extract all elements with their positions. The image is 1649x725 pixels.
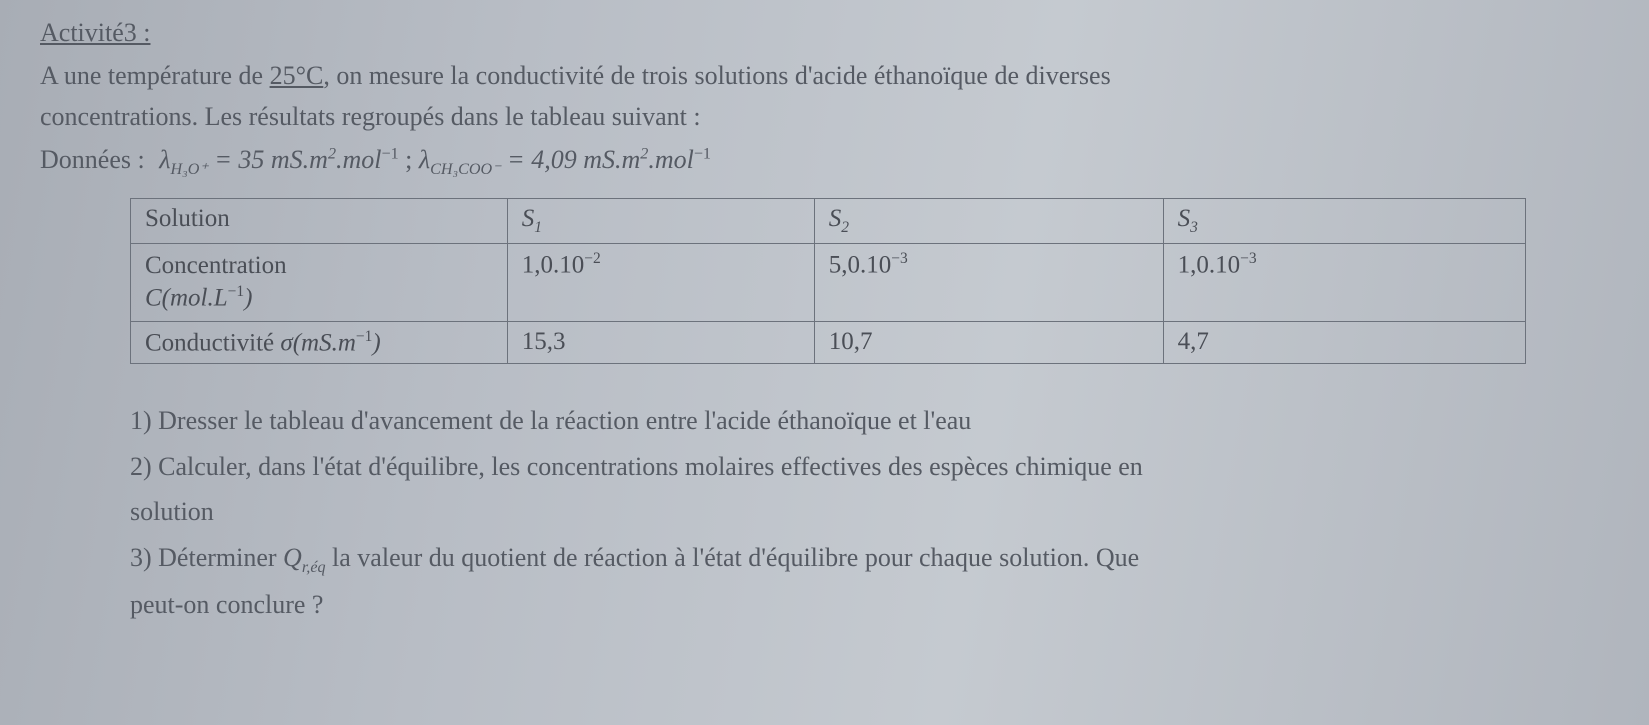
- cond-s3: 4,7: [1163, 321, 1526, 363]
- c3-val: 1,0.10: [1178, 251, 1241, 278]
- c2-sup: −3: [891, 250, 908, 267]
- intro-line-1: A une température de 25°C, on mesure la …: [40, 56, 1609, 95]
- hdr-solution: Solution: [131, 198, 508, 243]
- lambda2-sub: CH₃COO⁻: [430, 161, 501, 178]
- cond-sig: σ(mS.m: [280, 329, 356, 356]
- question-3: 3) Déterminer Qr,éq la valeur du quotien…: [130, 535, 1609, 582]
- row-conductivite-label: Conductivité σ(mS.m−1): [131, 321, 508, 363]
- q3-b: la valeur du quotient de réaction à l'ét…: [326, 543, 1140, 572]
- intro-line-2: concentrations. Les résultats regroupés …: [40, 97, 1609, 136]
- lambda1-sup: 2: [328, 145, 336, 162]
- s2-sub: 2: [841, 219, 849, 236]
- conc-unit-sup: −1: [228, 283, 245, 300]
- hdr-s1: S1: [507, 198, 814, 243]
- s3-sub: 3: [1190, 219, 1198, 236]
- s3-sym: S: [1178, 205, 1191, 232]
- lambda1-molsup: −1: [382, 145, 399, 162]
- c3-sup: −3: [1240, 250, 1257, 267]
- hdr-s2: S2: [814, 198, 1163, 243]
- lambda2-molsup: −1: [694, 145, 711, 162]
- question-2b: solution: [130, 489, 1609, 535]
- table-row: Solution S1 S2 S3: [131, 198, 1526, 243]
- s1-sym: S: [522, 205, 535, 232]
- cond-s2: 10,7: [814, 321, 1163, 363]
- q3-a: 3) Déterminer: [130, 543, 283, 572]
- lambda2-sym: λ: [419, 145, 430, 174]
- intro-1a: A une température de: [40, 61, 270, 90]
- question-4: peut-on conclure ?: [130, 582, 1609, 628]
- s2-sym: S: [829, 205, 842, 232]
- conc-s2: 5,0.10−3: [814, 243, 1163, 321]
- lambda1-sym: λ: [159, 145, 170, 174]
- conc-unit-close: ): [244, 284, 252, 311]
- donnees-label: Données :: [40, 145, 145, 174]
- s1-sub: 1: [534, 219, 542, 236]
- lambda1-val: = 35 mS.m: [214, 145, 328, 174]
- c1-sup: −2: [584, 250, 601, 267]
- cond-close: ): [372, 329, 380, 356]
- data-line: Données : λH₃O⁺ = 35 mS.m2.mol−1 ; λCH₃C…: [40, 138, 1609, 184]
- conc-unit-sym: C(mol.L: [145, 284, 228, 311]
- question-2a: 2) Calculer, dans l'état d'équilibre, le…: [130, 444, 1609, 490]
- sep: ;: [405, 145, 419, 174]
- cond-lbl: Conductivité: [145, 329, 280, 356]
- intro-1c: , on mesure la conductivité de trois sol…: [323, 61, 1110, 90]
- row-concentration-label: Concentration C(mol.L−1): [131, 243, 508, 321]
- data-table: Solution S1 S2 S3 Concentration C(mol.L−…: [130, 198, 1526, 365]
- table-row: Conductivité σ(mS.m−1) 15,3 10,7 4,7: [131, 321, 1526, 363]
- q3-Qsub: r,éq: [302, 559, 326, 576]
- lambda1-mol: .mol: [336, 145, 382, 174]
- conc-s3: 1,0.10−3: [1163, 243, 1526, 321]
- q3-Q: Q: [283, 543, 302, 572]
- temperature: 25°C: [270, 61, 324, 90]
- c1-val: 1,0.10: [522, 251, 585, 278]
- question-1: 1) Dresser le tableau d'avancement de la…: [130, 398, 1609, 444]
- questions-block: 1) Dresser le tableau d'avancement de la…: [130, 398, 1609, 627]
- lambda1-sub: H₃O⁺: [170, 161, 207, 178]
- q1-text: 1) Dresser le tableau d'avancement de la…: [130, 406, 971, 435]
- conc-s1: 1,0.10−2: [507, 243, 814, 321]
- lambda2-val: = 4,09 mS.m: [507, 145, 640, 174]
- conc-lbl: Concentration: [145, 252, 287, 279]
- cond-s1: 15,3: [507, 321, 814, 363]
- c2-val: 5,0.10: [829, 251, 892, 278]
- lambda2-mol: .mol: [648, 145, 694, 174]
- cond-sup: −1: [356, 328, 373, 345]
- document-page: Activité3 : A une température de 25°C, o…: [40, 18, 1609, 628]
- activity-title: Activité3 :: [40, 18, 1609, 48]
- table-row: Concentration C(mol.L−1) 1,0.10−2 5,0.10…: [131, 243, 1526, 321]
- hdr-s3: S3: [1163, 198, 1526, 243]
